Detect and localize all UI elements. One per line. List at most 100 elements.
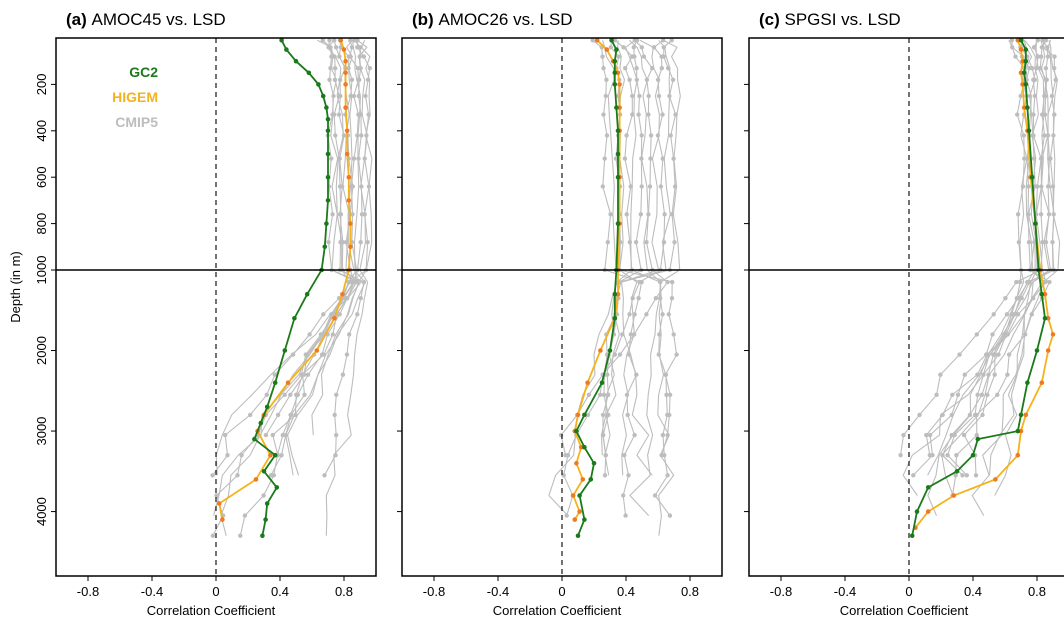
cmip5-point: [600, 432, 606, 438]
cmip5-point: [984, 352, 989, 357]
cmip5-point: [264, 392, 269, 397]
cmip5-point: [333, 45, 339, 50]
cmip5-point: [279, 453, 284, 458]
higem-point: [1023, 412, 1029, 418]
higem-point: [343, 70, 348, 76]
cmip5-point: [1042, 38, 1047, 43]
cmip5-point: [964, 473, 969, 478]
cmip5-point: [330, 312, 336, 317]
cmip5-point: [271, 473, 276, 478]
gc2-point: [292, 316, 297, 321]
higem-point: [1039, 380, 1045, 386]
cmip5-point: [1024, 156, 1030, 161]
cmip5-point: [561, 473, 566, 478]
plot-frame: [401, 37, 723, 577]
cmip5-point: [954, 453, 959, 458]
cmip5-point: [630, 93, 635, 99]
x-tick-label: -0.8: [770, 584, 792, 599]
gc2-point: [264, 404, 270, 410]
cmip5-point: [670, 279, 675, 285]
cmip5-point: [337, 156, 342, 161]
cmip5-point: [223, 432, 228, 438]
cmip5-point: [1047, 279, 1052, 285]
gc2-point: [577, 493, 582, 498]
cmip5-point: [659, 66, 664, 71]
gc2-line: [253, 39, 329, 536]
cmip5-line: [617, 40, 638, 476]
cmip5-point: [288, 412, 293, 418]
higem-point: [594, 38, 600, 43]
cmip5-point: [663, 372, 669, 377]
cmip5-point: [612, 38, 618, 43]
cmip5-point: [350, 212, 355, 217]
cmip5-point: [1045, 184, 1051, 189]
gc2-point: [1025, 105, 1030, 110]
cmip5-point: [1040, 45, 1045, 50]
cmip5-point: [565, 453, 571, 458]
cmip5-point: [336, 112, 342, 117]
gc2-point: [1018, 38, 1024, 43]
cmip5-line: [657, 39, 681, 536]
cmip5-point: [318, 332, 324, 337]
cmip5-point: [1038, 212, 1044, 217]
cmip5-point: [632, 312, 637, 317]
cmip5-point: [349, 184, 354, 189]
higem-point: [578, 444, 584, 450]
gc2-point: [282, 348, 288, 353]
cmip5-point: [616, 54, 621, 59]
cmip5-point: [991, 312, 996, 317]
gc2-point: [284, 47, 289, 52]
gc2-point: [274, 485, 280, 490]
y-tick-label: 200: [34, 74, 49, 96]
cmip5-point: [960, 473, 965, 478]
cmip5-point: [674, 352, 679, 357]
higem-point: [951, 493, 957, 498]
cmip5-point: [647, 184, 653, 189]
higem-point: [343, 105, 348, 110]
cmip5-point: [628, 332, 633, 337]
gc2-point: [1039, 291, 1045, 297]
cmip5-point: [953, 473, 958, 478]
higem-point: [348, 244, 353, 250]
cmip5-point: [347, 332, 352, 337]
cmip5-point: [623, 513, 628, 518]
panel-tag: (c): [759, 10, 785, 29]
cmip5-point: [319, 352, 325, 357]
higem-point: [615, 291, 621, 297]
higem-point: [577, 509, 582, 514]
cmip5-point: [326, 240, 331, 245]
cmip5-point: [661, 45, 666, 50]
cmip5-point: [1032, 93, 1038, 99]
cmip5-point: [351, 156, 357, 161]
gc2-point: [614, 105, 619, 110]
cmip5-point: [600, 54, 605, 59]
cmip5-point: [1031, 45, 1037, 50]
cmip5-point: [990, 332, 995, 337]
y-tick-label: 2000: [34, 336, 49, 365]
higem-point: [346, 198, 352, 203]
gc2-point: [324, 105, 329, 110]
cmip5-point: [601, 392, 607, 397]
higem-point: [344, 151, 350, 157]
gc2-point: [612, 316, 618, 321]
higem-point: [343, 82, 348, 87]
panel-title-text: SPGSI vs. LSD: [785, 10, 901, 29]
cmip5-point: [337, 312, 342, 317]
cmip5-point: [621, 493, 626, 498]
cmip5-point: [590, 38, 595, 43]
cmip5-point: [1039, 54, 1044, 59]
y-tick-label: 4000: [34, 497, 49, 526]
gc2-point: [1026, 128, 1032, 134]
cmip5-point: [1052, 112, 1057, 117]
cmip5-point: [660, 112, 665, 117]
x-tick-label: 0: [905, 584, 912, 599]
cmip5-point: [326, 45, 331, 50]
cmip5-point: [320, 38, 325, 43]
gc2-point: [1018, 412, 1024, 418]
cmip5-point: [602, 473, 608, 478]
cmip5-point: [632, 332, 637, 337]
higem-point: [572, 517, 578, 522]
gc2-point: [325, 198, 331, 203]
gc2-point: [970, 452, 976, 458]
y-tick-label: 800: [34, 213, 49, 235]
